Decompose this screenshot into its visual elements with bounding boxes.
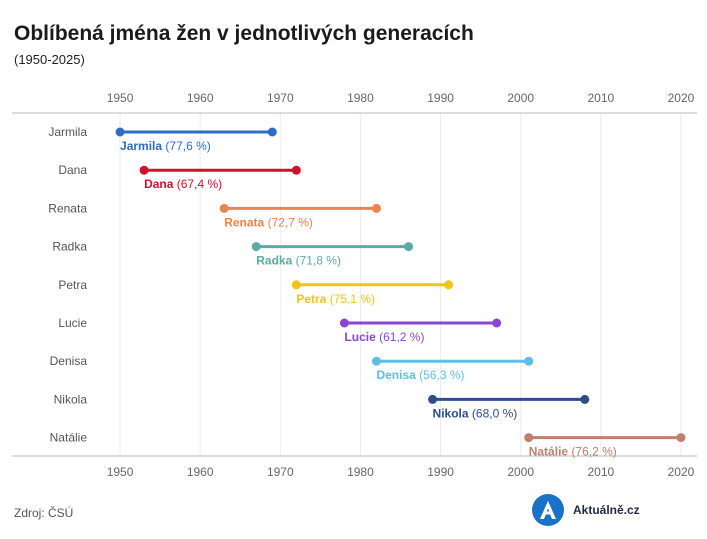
category-label-dana: Dana xyxy=(58,163,87,177)
data-label-name-petra: Petra xyxy=(296,292,329,306)
start-point-radka xyxy=(251,242,261,252)
start-point-jarmila xyxy=(115,127,125,137)
data-label-lucie: Lucie (61,2 %) xyxy=(344,330,424,344)
category-label-lucie: Lucie xyxy=(58,316,87,330)
x-tick-bottom-1950: 1950 xyxy=(107,465,134,479)
x-tick-bottom-1990: 1990 xyxy=(427,465,454,479)
data-label-name-dana: Dana xyxy=(144,177,177,191)
start-point-renata xyxy=(219,203,229,213)
end-point-petra xyxy=(444,280,454,290)
data-label-value-natalie: (76,2 %) xyxy=(571,445,616,459)
data-label-value-denisa: (56,3 %) xyxy=(419,368,464,382)
dumbbell-chart: 1950 1950 1960 1960 1970 1970 1980 1980 1990 1990… xyxy=(12,91,697,479)
data-label-name-denisa: Denisa xyxy=(376,368,419,382)
x-tick-bottom-2020: 2020 xyxy=(668,465,695,479)
data-label-value-jarmila: (77,6 %) xyxy=(165,139,210,153)
data-label-value-renata: (72,7 %) xyxy=(268,215,313,229)
data-label-name-nikola: Nikola xyxy=(433,406,472,420)
x-tick-bottom-2010: 2010 xyxy=(587,465,614,479)
category-label-petra: Petra xyxy=(58,278,87,292)
chart-title: Oblíbená jména žen v jednotlivých genera… xyxy=(14,22,474,45)
x-tick-top-1960: 1960 xyxy=(187,91,214,105)
x-tick-top-2020: 2020 xyxy=(668,91,695,105)
logo-a-icon xyxy=(532,494,564,526)
x-tick-top-2000: 2000 xyxy=(507,91,534,105)
chart-subtitle: (1950-2025) xyxy=(14,52,85,67)
data-label-dana: Dana (67,4 %) xyxy=(144,177,222,191)
category-label-renata: Renata xyxy=(48,201,87,215)
data-label-value-radka: (71,8 %) xyxy=(296,254,341,268)
x-tick-bottom-1970: 1970 xyxy=(267,465,294,479)
data-label-natalie: Natálie (76,2 %) xyxy=(529,445,617,459)
category-label-nikola: Nikola xyxy=(54,392,88,406)
data-label-name-renata: Renata xyxy=(224,215,267,229)
data-label-name-lucie: Lucie xyxy=(344,330,379,344)
data-label-name-jarmila: Jarmila xyxy=(120,139,165,153)
start-point-dana xyxy=(139,165,149,175)
end-point-lucie xyxy=(492,318,502,328)
start-point-petra xyxy=(291,280,301,290)
data-label-radka: Radka (71,8 %) xyxy=(256,254,341,268)
end-point-jarmila xyxy=(267,127,277,137)
x-tick-bottom-1960: 1960 xyxy=(187,465,214,479)
category-label-jarmila: Jarmila xyxy=(48,125,87,139)
start-point-natalie xyxy=(524,433,534,443)
category-label-denisa: Denisa xyxy=(50,354,88,368)
source-note: Zdroj: ČSÚ xyxy=(14,506,74,520)
x-tick-top-1950: 1950 xyxy=(107,91,134,105)
data-label-name-natalie: Natálie xyxy=(529,445,572,459)
start-point-lucie xyxy=(339,318,349,328)
x-tick-top-1990: 1990 xyxy=(427,91,454,105)
start-point-denisa xyxy=(371,356,381,366)
logo-text: Aktuálně.cz xyxy=(573,503,640,517)
end-point-nikola xyxy=(580,394,590,404)
data-label-value-lucie: (61,2 %) xyxy=(379,330,424,344)
data-label-name-radka: Radka xyxy=(256,254,295,268)
data-label-petra: Petra (75,1 %) xyxy=(296,292,375,306)
data-label-jarmila: Jarmila (77,6 %) xyxy=(120,139,211,153)
x-tick-bottom-2000: 2000 xyxy=(507,465,534,479)
start-point-nikola xyxy=(428,394,438,404)
end-point-renata xyxy=(371,203,381,213)
end-point-natalie xyxy=(676,433,686,443)
end-point-dana xyxy=(291,165,301,175)
data-label-value-petra: (75,1 %) xyxy=(330,292,375,306)
category-label-natalie: Natálie xyxy=(50,431,88,445)
data-label-value-dana: (67,4 %) xyxy=(177,177,222,191)
end-point-denisa xyxy=(524,356,534,366)
x-tick-top-2010: 2010 xyxy=(587,91,614,105)
x-tick-top-1970: 1970 xyxy=(267,91,294,105)
x-tick-top-1980: 1980 xyxy=(347,91,374,105)
category-label-radka: Radka xyxy=(52,240,87,254)
data-label-renata: Renata (72,7 %) xyxy=(224,215,313,229)
data-label-nikola: Nikola (68,0 %) xyxy=(433,406,518,420)
data-label-value-nikola: (68,0 %) xyxy=(472,406,517,420)
data-label-denisa: Denisa (56,3 %) xyxy=(376,368,464,382)
end-point-radka xyxy=(404,242,414,252)
x-tick-bottom-1980: 1980 xyxy=(347,465,374,479)
brand-logo[interactable]: Aktuálně.cz xyxy=(532,494,640,526)
